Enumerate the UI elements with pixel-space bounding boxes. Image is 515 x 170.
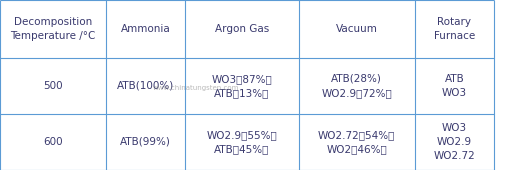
Text: Argon Gas: Argon Gas (215, 24, 269, 34)
Text: Rotary
Furnace: Rotary Furnace (434, 17, 475, 41)
Text: WO3
WO2.9
WO2.72: WO3 WO2.9 WO2.72 (434, 123, 475, 161)
Text: ATB
WO3: ATB WO3 (442, 74, 467, 98)
Text: ATB(99%): ATB(99%) (120, 137, 171, 147)
Text: WO2.72（54%）
WO2（46%）: WO2.72（54%） WO2（46%） (318, 130, 396, 154)
Text: WO3（87%）
ATB（13%）: WO3（87%） ATB（13%） (212, 74, 272, 98)
Text: www.chinatungsten.com: www.chinatungsten.com (152, 84, 239, 91)
Text: Decomposition
Temperature /°C: Decomposition Temperature /°C (10, 17, 95, 41)
Text: Ammonia: Ammonia (121, 24, 170, 34)
Text: WO2.9（55%）
ATB（45%）: WO2.9（55%） ATB（45%） (207, 130, 278, 154)
Text: 500: 500 (43, 81, 63, 91)
Text: ATB(28%)
WO2.9（72%）: ATB(28%) WO2.9（72%） (321, 74, 392, 98)
Text: Vacuum: Vacuum (336, 24, 377, 34)
Text: ATB(100%): ATB(100%) (117, 81, 174, 91)
Text: 600: 600 (43, 137, 63, 147)
